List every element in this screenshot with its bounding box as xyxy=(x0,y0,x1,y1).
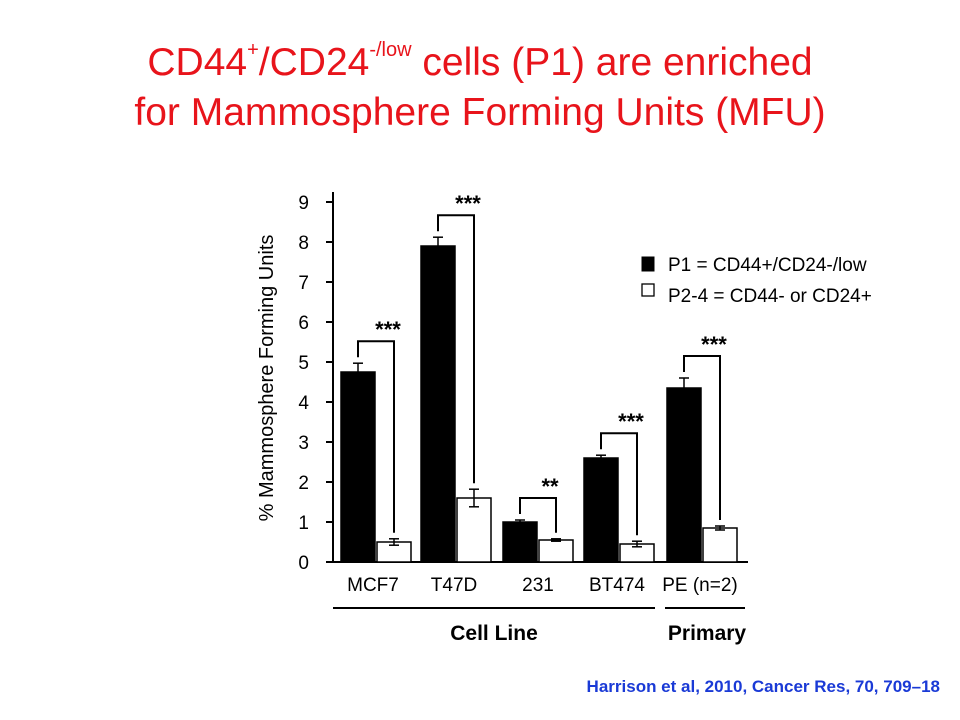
y-tick-label: 4 xyxy=(298,393,309,414)
significance-bracket xyxy=(519,497,557,533)
x-category-label: BT474 xyxy=(589,575,645,596)
legend-label-p1: P1 = CD44+/CD24-/low xyxy=(668,255,867,276)
y-tick-label: 3 xyxy=(298,433,309,454)
significance-bracket xyxy=(357,340,395,533)
y-tick-label: 0 xyxy=(298,553,309,574)
y-tick-label: 2 xyxy=(298,473,309,494)
significance-layer: ************** xyxy=(357,191,727,536)
y-axis-label: % Mammosphere Forming Units xyxy=(256,235,278,522)
bar-p24 xyxy=(538,539,574,563)
y-tick-label: 1 xyxy=(298,513,309,534)
legend-label-p24: P2-4 = CD44- or CD24+ xyxy=(668,286,872,307)
bar-p1 xyxy=(502,521,538,563)
y-tick-label: 8 xyxy=(298,233,309,254)
significance-label: ** xyxy=(541,474,559,499)
x-category-label: PE (n=2) xyxy=(662,575,738,596)
legend-swatch-p1 xyxy=(641,256,655,272)
group-label-primary: Primary xyxy=(668,622,747,645)
title-line-1: CD44+/CD24-/low cells (P1) are enriched xyxy=(147,39,813,84)
significance-bracket xyxy=(683,355,721,520)
bar-p1 xyxy=(420,245,456,563)
significance-label: *** xyxy=(618,409,644,434)
y-tick-label: 7 xyxy=(298,273,309,294)
significance-label: *** xyxy=(455,191,481,216)
y-tick-label: 9 xyxy=(298,193,309,214)
bars-layer xyxy=(340,236,738,563)
x-axis-categories: MCF7 T47D 231 BT474 PE (n=2) xyxy=(347,575,738,596)
category-groups: Cell Line Primary xyxy=(333,607,747,645)
x-category-label: MCF7 xyxy=(347,575,399,596)
bar-p1 xyxy=(583,457,619,563)
significance-bracket xyxy=(437,214,475,484)
y-tick-label: 6 xyxy=(298,313,309,334)
bar-p1 xyxy=(340,371,376,563)
group-label-cell-line: Cell Line xyxy=(450,622,538,645)
bar-p24 xyxy=(456,497,492,563)
citation: Harrison et al, 2010, Cancer Res, 70, 70… xyxy=(586,677,940,696)
slide-title: CD44+/CD24-/low cells (P1) are enriched … xyxy=(0,38,960,138)
bar-p1 xyxy=(666,387,702,563)
x-category-label: T47D xyxy=(431,575,477,596)
y-axis-ticks: 0 1 2 3 4 5 6 7 8 9 xyxy=(298,193,333,574)
significance-label: *** xyxy=(701,332,727,357)
significance-bracket xyxy=(600,432,638,536)
x-category-label: 231 xyxy=(522,575,554,596)
bar-p24 xyxy=(702,527,738,563)
y-tick-label: 5 xyxy=(298,353,309,374)
title-line-2: for Mammosphere Forming Units (MFU) xyxy=(134,91,826,134)
significance-label: *** xyxy=(375,317,401,342)
legend: P1 = CD44+/CD24-/low P2-4 = CD44- or CD2… xyxy=(641,255,872,307)
legend-swatch-p24 xyxy=(641,283,655,297)
